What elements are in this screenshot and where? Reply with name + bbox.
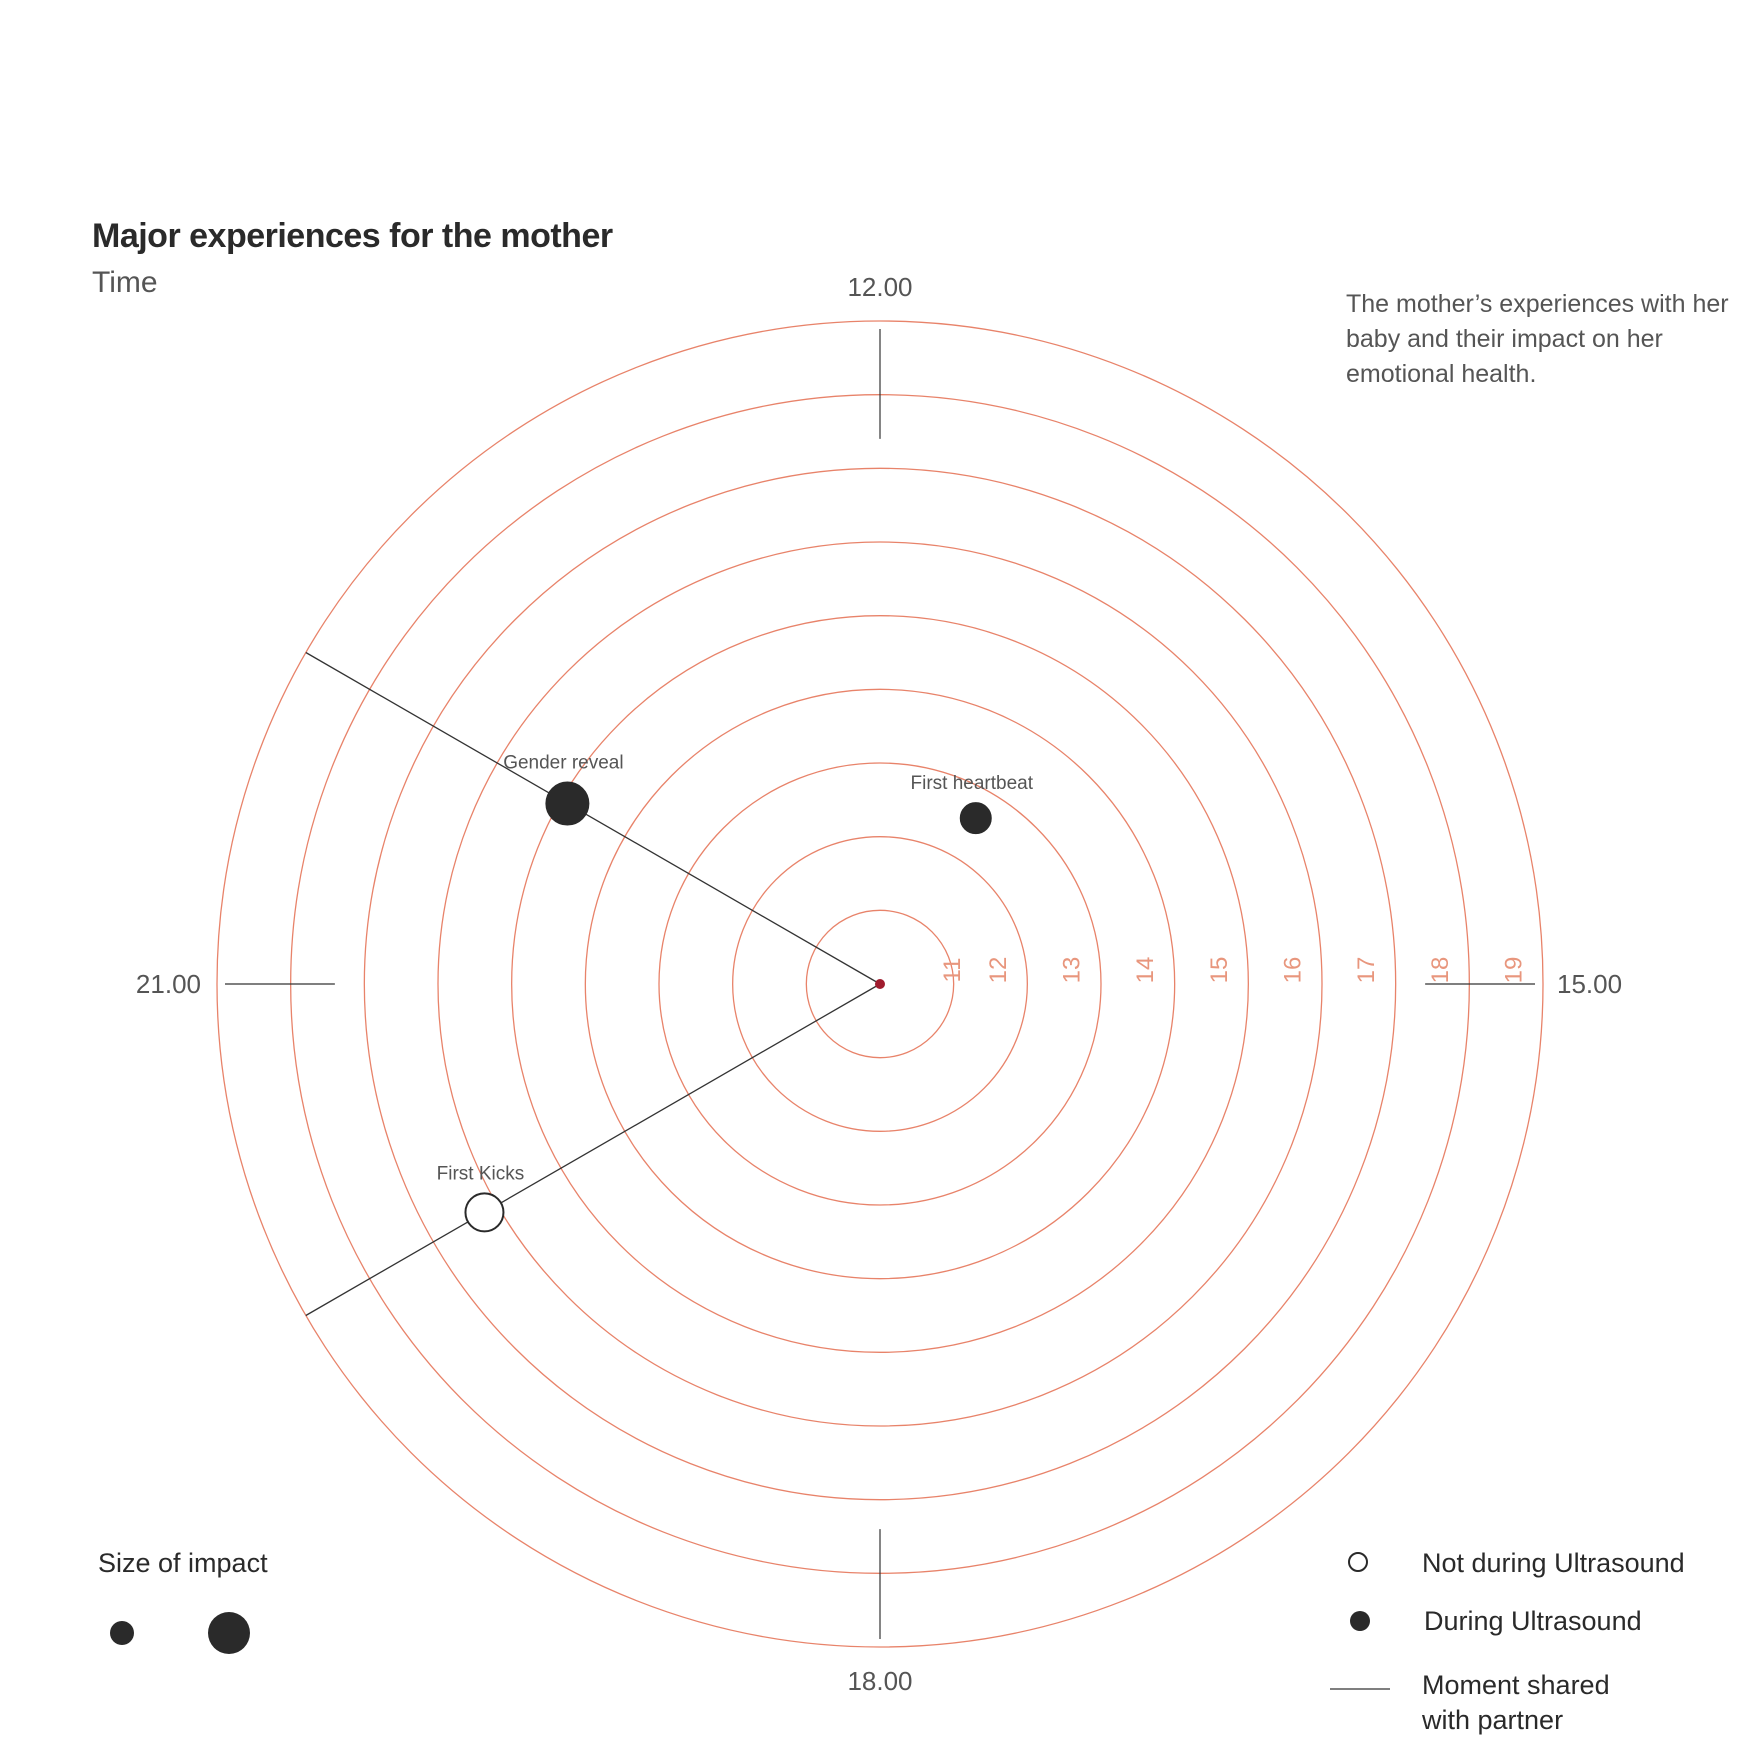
ring-label-13: 13 xyxy=(1059,957,1086,984)
ring-label-15: 15 xyxy=(1206,957,1233,984)
chart-description: The mother’s experiences with her baby a… xyxy=(1346,290,1729,388)
chart-title: Major experiences for the mother xyxy=(92,217,613,255)
legend-during-label: During Ultrasound xyxy=(1424,1606,1642,1636)
legend-not-during-label: Not during Ultrasound xyxy=(1422,1548,1685,1578)
point-gender-reveal xyxy=(545,781,590,826)
ring-label-16: 16 xyxy=(1280,957,1307,984)
ring-label-18: 18 xyxy=(1427,957,1454,984)
point-label-gender-reveal: Gender reveal xyxy=(503,753,623,774)
ring-17 xyxy=(363,467,1397,1501)
legend-shared-label-line1: Moment shared xyxy=(1422,1670,1610,1700)
ring-label-12: 12 xyxy=(985,957,1012,984)
ring-12 xyxy=(732,836,1028,1132)
ring-label-17: 17 xyxy=(1353,957,1380,984)
ring-19 xyxy=(216,320,1544,1648)
time-label-15-00: 15.00 xyxy=(1557,969,1622,999)
ring-14 xyxy=(584,688,1176,1280)
time-label-18-00: 18.00 xyxy=(847,1666,912,1696)
ring-16 xyxy=(437,541,1323,1427)
legend-size-small-dot xyxy=(110,1621,134,1645)
point-label-first-heartbeat: First heartbeat xyxy=(911,773,1034,794)
ring-label-19: 19 xyxy=(1501,957,1528,984)
point-first-heartbeat xyxy=(959,802,992,835)
legend-shared-label-line2: with partner xyxy=(1422,1705,1564,1735)
center-dot xyxy=(875,979,885,989)
time-label-12-00: 12.00 xyxy=(847,272,912,302)
legend-not-during-icon xyxy=(1348,1552,1368,1572)
legend-size-large-dot xyxy=(208,1612,250,1654)
ring-label-11: 11 xyxy=(939,958,966,983)
legend-during-icon xyxy=(1350,1611,1370,1631)
time-label-21-00: 21.00 xyxy=(136,969,201,999)
legend-size-title: Size of impact xyxy=(98,1548,268,1578)
ring-15 xyxy=(511,615,1249,1353)
chart-subtitle: Time xyxy=(92,266,158,299)
shared-line-gender-reveal xyxy=(305,651,881,985)
ring-13 xyxy=(658,762,1102,1206)
point-label-first-kicks: First Kicks xyxy=(437,1163,525,1184)
ring-label-14: 14 xyxy=(1132,957,1159,984)
shared-line-first-kicks xyxy=(305,983,881,1317)
point-first-kicks xyxy=(464,1192,505,1233)
ring-11 xyxy=(805,909,955,1059)
